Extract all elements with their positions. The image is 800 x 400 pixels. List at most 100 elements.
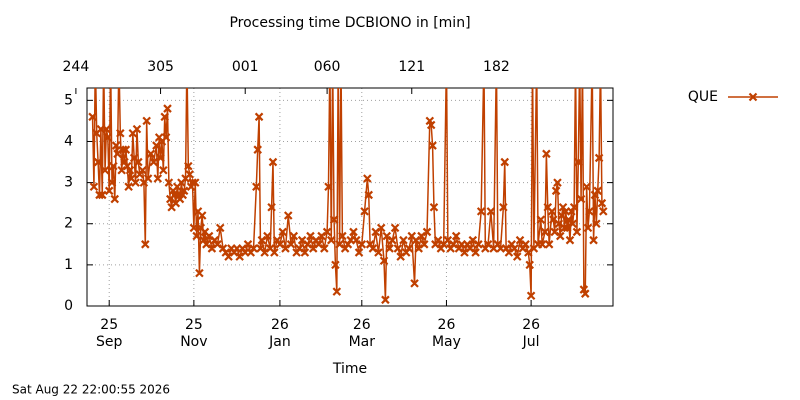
point — [583, 223, 593, 233]
point — [332, 287, 342, 296]
point — [429, 203, 439, 212]
x-tick-label: 25 Nov — [180, 317, 208, 350]
point — [189, 223, 199, 233]
point — [188, 178, 197, 187]
point — [268, 157, 278, 167]
point — [110, 194, 120, 204]
point — [283, 211, 293, 220]
y-tick-label: 4 — [64, 133, 73, 149]
x2-tick-label: 060 — [314, 59, 341, 75]
x2-tick-label: 305 — [147, 59, 174, 75]
point — [324, 182, 333, 191]
point — [149, 157, 158, 167]
point — [97, 190, 107, 200]
y-tick-label: 3 — [64, 175, 73, 191]
point — [115, 56, 122, 63]
point — [533, 56, 540, 63]
point — [374, 248, 383, 257]
point — [376, 223, 386, 233]
point — [338, 231, 347, 241]
point — [138, 165, 147, 175]
y-tick-label: 2 — [64, 216, 73, 232]
point — [131, 178, 140, 187]
point — [118, 145, 128, 154]
point — [125, 165, 135, 175]
x2-tick-label: 244 — [63, 59, 90, 75]
point — [322, 227, 332, 237]
point — [364, 190, 374, 200]
point — [267, 203, 276, 212]
point — [124, 182, 133, 191]
point — [160, 112, 169, 122]
point — [363, 174, 372, 183]
point — [572, 56, 579, 63]
point — [153, 174, 163, 183]
chart-title: Processing time DCBIONO in [min] — [229, 15, 470, 31]
point — [589, 56, 596, 63]
y-tick-label: 1 — [64, 257, 73, 273]
point — [597, 198, 607, 208]
point — [525, 260, 535, 270]
point — [111, 141, 121, 150]
point — [161, 133, 171, 142]
point — [443, 56, 450, 63]
x-axis-label: Time — [332, 361, 367, 377]
point — [164, 178, 174, 187]
point — [585, 207, 594, 216]
point — [88, 112, 97, 122]
point — [576, 194, 586, 204]
point — [451, 231, 461, 241]
point — [349, 227, 358, 237]
point — [354, 248, 364, 257]
series-line — [91, 88, 605, 300]
y-tick-label: 0 — [64, 298, 73, 314]
point — [547, 207, 557, 216]
x2-tick-label: 182 — [483, 59, 510, 75]
point — [104, 186, 114, 196]
x2-tick-label: 001 — [232, 59, 259, 75]
point — [593, 186, 603, 196]
x-tick-label: 26 Mar — [348, 317, 375, 350]
point — [289, 231, 299, 241]
point — [132, 124, 142, 134]
point — [89, 182, 99, 191]
point — [379, 256, 389, 266]
point — [329, 215, 339, 224]
point — [159, 165, 168, 175]
point — [286, 240, 296, 249]
point — [589, 235, 598, 245]
point — [320, 244, 329, 253]
point — [474, 240, 483, 249]
point — [143, 174, 153, 183]
point — [428, 141, 437, 150]
point — [568, 219, 578, 229]
point — [263, 231, 272, 241]
x-tick-label: 26 May — [431, 317, 461, 350]
point — [582, 182, 591, 191]
point — [185, 170, 194, 179]
point — [500, 157, 510, 167]
point — [572, 227, 582, 237]
point — [192, 231, 201, 241]
plot-area — [88, 56, 608, 305]
point — [116, 128, 125, 138]
point — [300, 248, 310, 257]
point — [576, 56, 583, 63]
point — [390, 223, 400, 233]
point — [592, 219, 601, 229]
point — [103, 133, 113, 142]
point — [109, 161, 118, 171]
point — [163, 104, 172, 113]
point — [410, 279, 419, 288]
point — [254, 112, 264, 122]
point — [422, 227, 432, 237]
point — [393, 244, 403, 253]
point — [388, 235, 397, 245]
point — [553, 178, 562, 187]
point — [419, 240, 429, 249]
point — [142, 116, 151, 126]
point — [156, 153, 165, 163]
point — [278, 227, 287, 237]
point — [569, 203, 579, 212]
